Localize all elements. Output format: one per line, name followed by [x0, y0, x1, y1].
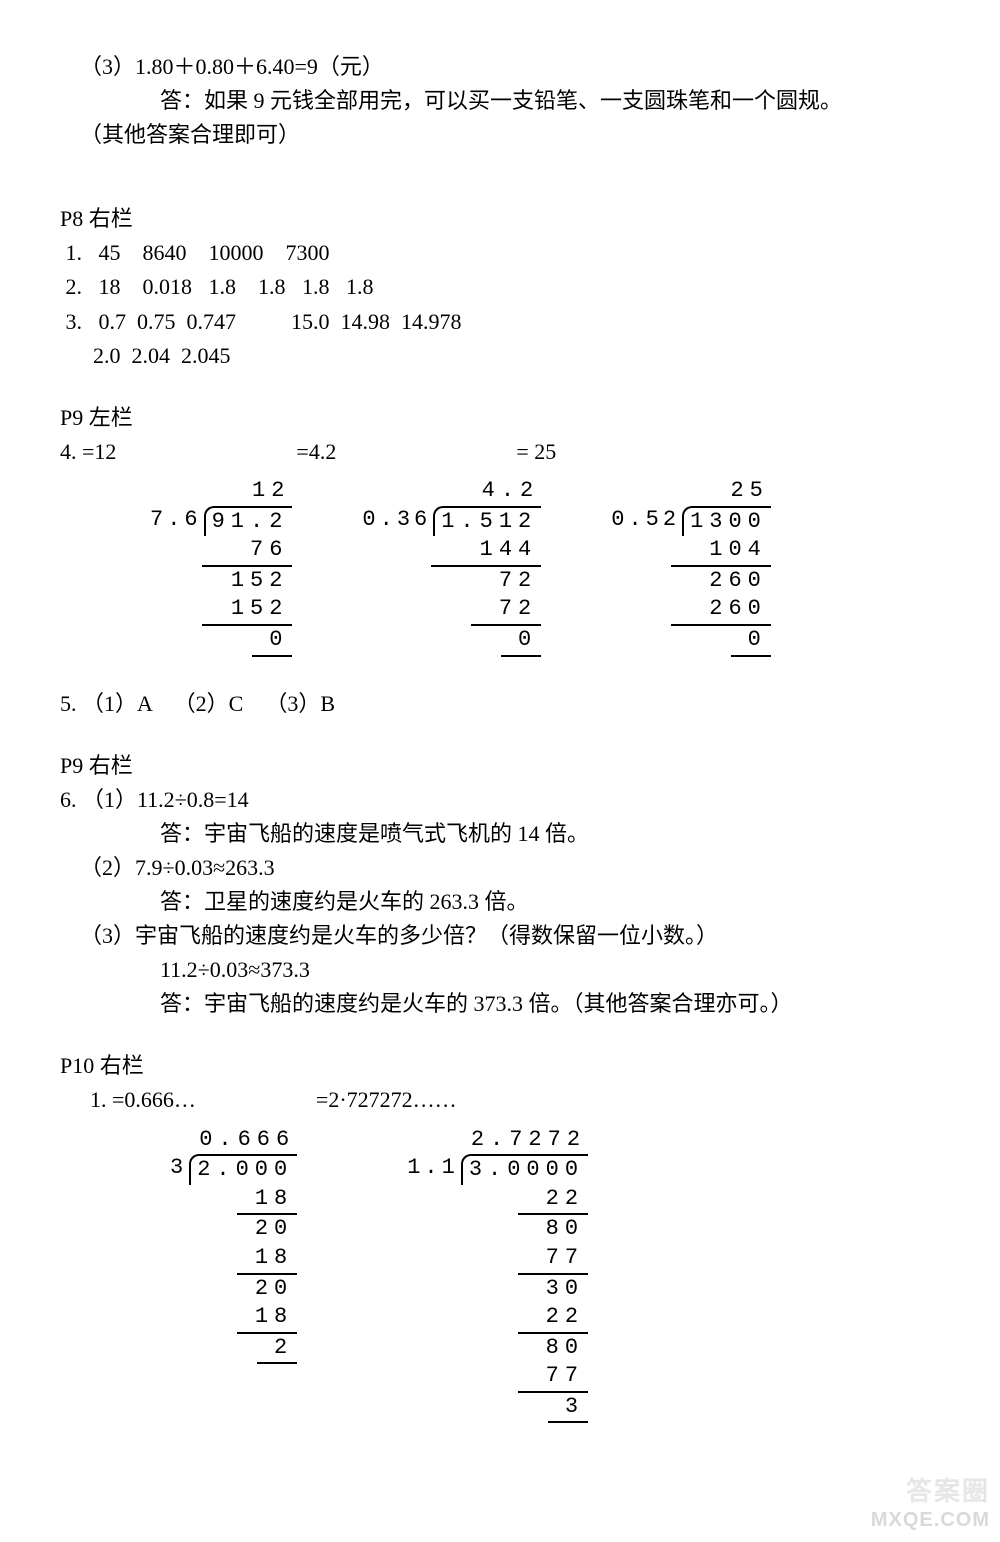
- longdiv-2: 4.20.361.51214472720: [362, 477, 541, 657]
- q4-answers: 4. =12 =4.2 = 25: [60, 435, 940, 469]
- l7: 答：宇宙飞船的速度约是火车的 373.3 倍。（其他答案合理亦可。）: [60, 987, 940, 1021]
- top-block: （3）1.80＋0.80＋6.40=9（元） 答：如果 9 元钱全部用完，可以买…: [60, 50, 940, 152]
- q1-longdiv-row: 0.66632.00018201820182 2.72721.13.000022…: [60, 1126, 940, 1424]
- l2: 答：宇宙飞船的速度是喷气式飞机的 14 倍。: [60, 817, 940, 851]
- answer-line: 答：如果 9 元钱全部用完，可以买一支铅笔、一支圆珠笔和一个圆规。: [60, 84, 940, 118]
- ans-3: = 25: [516, 435, 556, 469]
- q1-answers: 1. =0.666… =2·727272……: [60, 1083, 940, 1117]
- p10-right: P10 右栏 1. =0.666… =2·727272…… 0.66632.00…: [60, 1049, 940, 1423]
- longdiv-3: 250.5213001042602600: [611, 477, 771, 657]
- note-line: （其他答案合理即可）: [60, 118, 940, 152]
- watermark-en: MXQE.COM: [871, 1505, 990, 1536]
- p9-left: P9 左栏 4. =12 =4.2 = 25 127.691.276152152…: [60, 401, 940, 721]
- p8-right: P8 右栏 1. 45 8640 10000 7300 2. 18 0.018 …: [60, 202, 940, 372]
- row-2: 2. 18 0.018 1.8 1.8 1.8 1.8: [60, 270, 940, 304]
- p9-right: P9 右栏 6. （1）11.2÷0.8=14 答：宇宙飞船的速度是喷气式飞机的…: [60, 749, 940, 1022]
- section-title: P9 左栏: [60, 401, 940, 435]
- ans-1: 1. =0.666…: [90, 1083, 196, 1117]
- section-title: P9 右栏: [60, 749, 940, 783]
- l3: （2）7.9÷0.03≈263.3: [60, 851, 940, 885]
- l5: （3）宇宙飞船的速度约是火车的多少倍？（得数保留一位小数。）: [60, 919, 940, 953]
- row-1: 1. 45 8640 10000 7300: [60, 236, 940, 270]
- l6: 11.2÷0.03≈373.3: [60, 953, 940, 987]
- longdiv-1: 0.66632.00018201820182: [170, 1126, 297, 1424]
- ans-2: =4.2: [296, 435, 336, 469]
- q4-longdiv-row: 127.691.2761521520 4.20.361.51214472720 …: [60, 477, 940, 657]
- ans-1: 4. =12: [60, 435, 116, 469]
- section-title: P10 右栏: [60, 1049, 940, 1083]
- ans-2: =2·727272……: [316, 1083, 457, 1117]
- q5: 5. （1）A （2）C （3）B: [60, 687, 940, 721]
- longdiv-1: 127.691.2761521520: [150, 477, 292, 657]
- l1: 6. （1）11.2÷0.8=14: [60, 783, 940, 817]
- row-4: 2.0 2.04 2.045: [60, 339, 940, 373]
- l4: 答：卫星的速度约是火车的 263.3 倍。: [60, 885, 940, 919]
- section-title: P8 右栏: [60, 202, 940, 236]
- eq-line: （3）1.80＋0.80＋6.40=9（元）: [60, 50, 940, 84]
- longdiv-2: 2.72721.13.0000228077302280773: [407, 1126, 588, 1424]
- row-3: 3. 0.7 0.75 0.747 15.0 14.98 14.978: [60, 305, 940, 339]
